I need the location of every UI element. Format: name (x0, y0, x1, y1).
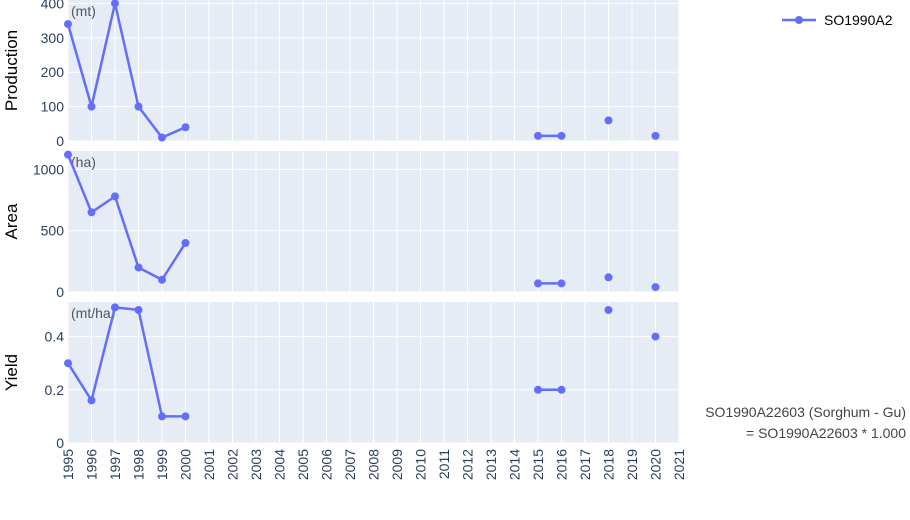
y-tick-label: 1000 (33, 161, 64, 177)
series-line-segment (90, 306, 117, 402)
data-point[interactable] (134, 305, 143, 314)
data-point[interactable] (181, 123, 190, 132)
y-axis-title: Production (2, 30, 21, 111)
data-point[interactable] (134, 263, 143, 272)
x-tick-label: 2014 (507, 449, 523, 480)
series-line-segment (113, 2, 140, 108)
data-point[interactable] (181, 412, 190, 421)
series-line-segment (160, 125, 187, 139)
panel-yield: 0 0.2 0.4 Yield (mt/ha) (2, 302, 680, 451)
x-tick-label: 2012 (460, 449, 476, 480)
x-tick-label: 2007 (342, 449, 358, 480)
data-point[interactable] (534, 385, 542, 394)
x-tick-label: 1995 (60, 449, 76, 480)
data-point[interactable] (111, 303, 119, 312)
series-line-segment (137, 308, 164, 418)
x-tick-label: 2013 (483, 449, 499, 480)
data-point[interactable] (651, 283, 660, 292)
x-tick-label: 2002 (225, 449, 241, 480)
unit-label: (mt/ha) (71, 305, 115, 321)
y-tick-label: 0 (56, 435, 64, 451)
series-line-segment (66, 153, 93, 214)
data-point[interactable] (534, 131, 542, 140)
data-point[interactable] (111, 0, 119, 8)
data-point[interactable] (87, 102, 96, 111)
y-tick-label: 200 (41, 64, 65, 80)
data-point[interactable] (111, 192, 119, 201)
data-point[interactable] (557, 279, 566, 288)
y-tick-label: 100 (41, 99, 65, 115)
series-line-segment (90, 195, 117, 214)
y-axis-title: Area (2, 203, 21, 239)
y-tick-label: 0 (56, 284, 64, 300)
x-tick-label: 1998 (131, 449, 147, 480)
y-tick-label: 300 (41, 30, 65, 46)
x-tick-label: 2003 (248, 449, 264, 480)
legend-label: SO1990A2 (824, 12, 893, 28)
x-tick-label: 2020 (648, 449, 664, 480)
x-tick-label: 1999 (154, 449, 170, 480)
panel-area: 0 500 1000 Area (ha) (2, 150, 680, 300)
data-point[interactable] (158, 412, 166, 421)
data-point[interactable] (651, 131, 660, 140)
data-point[interactable] (181, 238, 190, 247)
x-tick-label: 2019 (624, 449, 640, 480)
x-tick-label: 2021 (671, 449, 687, 480)
data-point[interactable] (158, 133, 166, 142)
x-tick-label: 1997 (107, 449, 123, 480)
data-point[interactable] (557, 385, 566, 394)
y-axis-title: Yield (2, 354, 21, 391)
data-point[interactable] (134, 102, 143, 111)
x-tick-label: 2001 (201, 449, 217, 480)
legend-marker (795, 16, 803, 24)
series-line-segment (90, 2, 117, 108)
unit-label: (mt) (71, 3, 96, 19)
data-point[interactable] (64, 359, 72, 368)
x-tick-label: 2018 (601, 449, 617, 480)
data-point[interactable] (604, 273, 613, 282)
data-point[interactable] (64, 150, 72, 159)
x-axis: 1995 1996 1997 1998 1999 2000 2001 2002 2003 2004… (60, 449, 687, 480)
series-line-segment (137, 266, 164, 281)
y-tick-label: 0.2 (45, 382, 65, 398)
y-tick-label: 0 (56, 133, 64, 149)
note-line-2: = SO1990A22603 * 1.000 (746, 425, 906, 441)
x-tick-label: 2004 (272, 449, 288, 480)
series-line-segment (113, 195, 140, 269)
x-tick-label: 2010 (413, 449, 429, 480)
series-line-segment (137, 105, 164, 139)
chart-panels: 0 100 200 300 400 Production (mt) 0 500 1000 Area (… (2, 0, 680, 451)
x-tick-label: 2005 (295, 449, 311, 480)
x-tick-label: 2008 (366, 449, 382, 480)
y-tick-label: 400 (41, 0, 65, 11)
x-tick-label: 2000 (178, 449, 194, 480)
data-point[interactable] (158, 275, 166, 284)
data-point[interactable] (64, 20, 72, 29)
x-tick-label: 1996 (84, 449, 100, 480)
data-point[interactable] (651, 332, 660, 341)
x-tick-label: 2015 (530, 449, 546, 480)
x-tick-label: 2017 (577, 449, 593, 480)
data-point[interactable] (557, 131, 566, 140)
unit-label: (ha) (71, 154, 96, 170)
x-tick-label: 2011 (436, 449, 452, 479)
legend[interactable]: SO1990A2 (782, 12, 893, 28)
x-tick-label: 2006 (319, 449, 335, 480)
data-point[interactable] (87, 396, 96, 405)
series-line-segment (66, 22, 93, 108)
note-line-1: SO1990A22603 (Sorghum - Gu) (705, 404, 906, 420)
data-point[interactable] (534, 279, 542, 288)
data-point[interactable] (604, 305, 613, 314)
series-line-segment (160, 241, 187, 281)
y-tick-label: 0.4 (45, 329, 65, 345)
series-line-segment (66, 361, 93, 402)
x-tick-label: 2016 (554, 449, 570, 480)
y-tick-label: 500 (41, 223, 65, 239)
panel-production: 0 100 200 300 400 Production (mt) (2, 0, 680, 149)
x-tick-label: 2009 (389, 449, 405, 480)
data-point[interactable] (604, 116, 613, 125)
data-point[interactable] (87, 208, 96, 217)
